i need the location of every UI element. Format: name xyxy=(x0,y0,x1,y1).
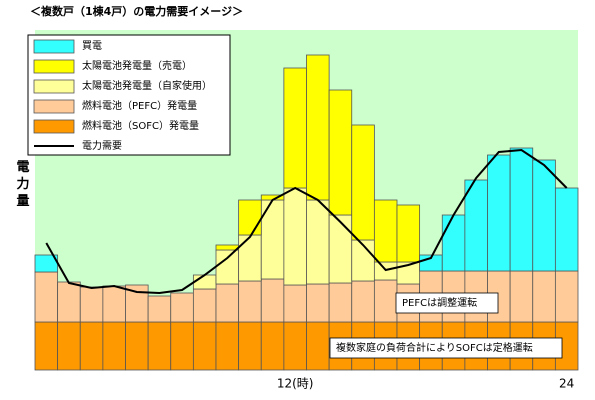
bar-segment xyxy=(215,249,240,285)
legend-swatch xyxy=(33,99,75,114)
annotation-box xyxy=(329,337,563,359)
bar-segment xyxy=(464,179,488,272)
bar-segment xyxy=(102,285,126,323)
bar-segment xyxy=(147,321,172,371)
bar-segment xyxy=(34,321,59,371)
bar-segment xyxy=(554,187,579,272)
bar-segment xyxy=(238,280,262,323)
bar-segment xyxy=(373,279,398,323)
annotation: PEFCは調整運転 xyxy=(402,296,477,309)
bar-segment xyxy=(351,280,375,323)
bar-segment xyxy=(554,270,579,323)
x-tick-label: 24 xyxy=(559,377,574,391)
bar-segment xyxy=(215,321,240,371)
demand-line xyxy=(45,148,568,295)
bar-segment xyxy=(260,278,285,323)
bar-segment xyxy=(192,288,217,323)
bar-segment xyxy=(79,321,104,371)
bar-segment xyxy=(373,199,398,263)
legend-label: 太陽電池発電量（売電） xyxy=(82,59,192,72)
annotation-box xyxy=(395,292,499,314)
bar-segment xyxy=(509,147,534,272)
legend-box xyxy=(27,34,231,156)
chart-title: ＜複数戸（1棟4戸）の電力需要イメージ＞ xyxy=(30,4,243,18)
bar-segment xyxy=(328,214,353,284)
bar-segment xyxy=(170,292,194,323)
legend-label: 燃料電池（PEFC）発電量 xyxy=(82,99,197,112)
bar-segment xyxy=(441,214,466,272)
bar-segment xyxy=(532,270,556,323)
bar-segment xyxy=(396,204,421,263)
bar-segment xyxy=(283,67,307,189)
legend-swatch xyxy=(33,119,75,134)
bar-segment xyxy=(283,321,307,371)
bar-segment xyxy=(57,281,81,323)
bar-segment xyxy=(283,284,307,323)
bar-segment xyxy=(238,234,262,282)
bar-segment xyxy=(238,199,262,236)
annotation: 複数家庭の負荷合計によりSOFCは定格運転 xyxy=(336,341,533,354)
bar-segment xyxy=(328,89,353,216)
bar-segment xyxy=(328,282,353,323)
bar-segment xyxy=(102,321,126,371)
bar-segment xyxy=(79,286,104,323)
bar-segment xyxy=(509,270,534,323)
bar-segment xyxy=(125,321,149,371)
bar-segment xyxy=(192,274,217,290)
bar-segment xyxy=(532,159,556,272)
bar-segment xyxy=(306,54,330,201)
bar-segment xyxy=(238,321,262,371)
x-tick-label: 12(時) xyxy=(277,377,314,391)
bar-segment xyxy=(306,199,330,285)
legend-label: 太陽電池発電量（自家使用） xyxy=(82,79,212,92)
legend-label: 電力需要 xyxy=(82,139,122,152)
bar-segment xyxy=(260,321,285,371)
bar-segment xyxy=(215,244,240,251)
bar-segment xyxy=(147,295,172,323)
bar-segment xyxy=(170,321,194,371)
bar-segment xyxy=(351,124,375,241)
y-axis-label: 電力量 xyxy=(14,160,30,211)
bar-segment xyxy=(306,321,330,371)
bar-segment xyxy=(192,321,217,371)
legend-label: 燃料電池（SOFC）発電量 xyxy=(82,119,199,132)
bar-segment xyxy=(487,154,511,272)
legend-label: 買電 xyxy=(82,40,102,52)
legend-swatch xyxy=(33,59,75,74)
legend-swatch xyxy=(33,39,75,54)
bar-segment xyxy=(57,321,81,371)
bar-segment xyxy=(306,283,330,323)
bar-segment xyxy=(34,271,59,323)
bar-segment xyxy=(215,283,240,323)
legend-swatch xyxy=(33,79,75,94)
bar-segment xyxy=(283,187,307,286)
